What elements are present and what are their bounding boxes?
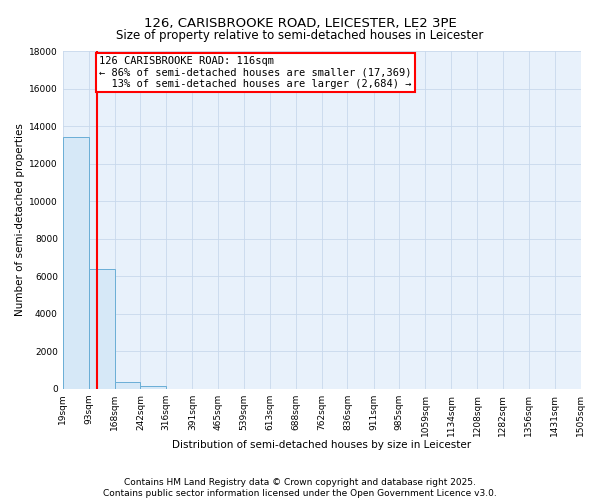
Text: Contains HM Land Registry data © Crown copyright and database right 2025.
Contai: Contains HM Land Registry data © Crown c… — [103, 478, 497, 498]
X-axis label: Distribution of semi-detached houses by size in Leicester: Distribution of semi-detached houses by … — [172, 440, 471, 450]
Bar — [89, 268, 115, 389]
Y-axis label: Number of semi-detached properties: Number of semi-detached properties — [15, 124, 25, 316]
Text: 126, CARISBROOKE ROAD, LEICESTER, LE2 3PE: 126, CARISBROOKE ROAD, LEICESTER, LE2 3P… — [143, 18, 457, 30]
Bar — [63, 138, 89, 389]
Bar — [140, 386, 166, 389]
Text: 126 CARISBROOKE ROAD: 116sqm
← 86% of semi-detached houses are smaller (17,369)
: 126 CARISBROOKE ROAD: 116sqm ← 86% of se… — [100, 56, 412, 89]
Bar — [115, 382, 140, 389]
Text: Size of property relative to semi-detached houses in Leicester: Size of property relative to semi-detach… — [116, 29, 484, 42]
